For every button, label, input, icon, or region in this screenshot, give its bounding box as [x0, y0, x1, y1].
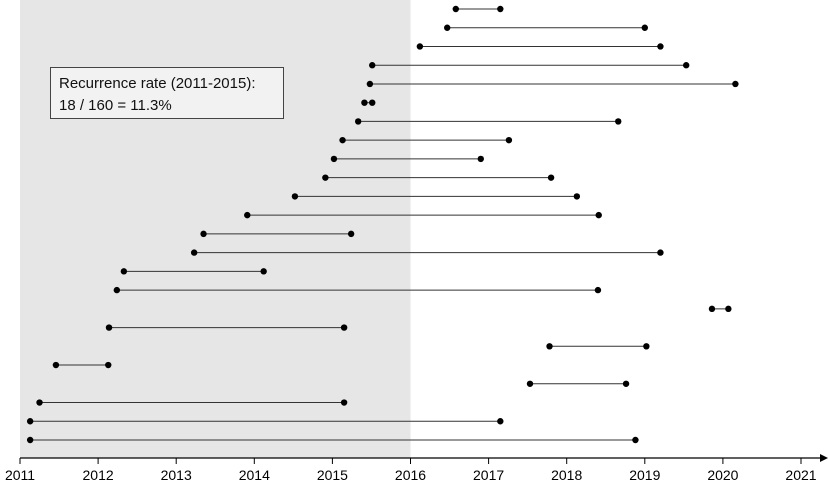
x-tick-label-2016: 2016	[395, 467, 426, 483]
recurrence-rate-annotation: Recurrence rate (2011-2015): 18 / 160 = …	[50, 67, 284, 119]
segments-layer	[26, 5, 739, 444]
segment-end-point	[622, 380, 630, 387]
segment-start-point	[366, 80, 374, 88]
segment-4	[369, 62, 690, 69]
x-tick-label-2019: 2019	[629, 467, 660, 483]
segment-end-point	[657, 249, 664, 256]
segment-start-point	[369, 62, 376, 69]
segment-5	[366, 80, 739, 88]
x-tick-label-2018: 2018	[551, 467, 582, 483]
segment-start-point	[708, 305, 716, 313]
segment-end-point	[632, 436, 639, 444]
segment-end-point	[615, 118, 622, 125]
segment-start-point	[26, 418, 34, 425]
segment-10	[322, 174, 555, 181]
segment-start-point	[416, 43, 424, 50]
x-tick-label-2014: 2014	[239, 467, 270, 483]
segment-start-point	[105, 324, 113, 331]
segment-start-point	[113, 286, 121, 294]
segment-24	[26, 436, 639, 444]
segment-9	[330, 155, 484, 163]
segment-end-point	[547, 174, 555, 181]
segment-12	[244, 211, 602, 219]
segment-end-point	[732, 80, 739, 88]
segment-end-point	[260, 268, 267, 275]
segment-end-point	[369, 99, 376, 106]
segment-end-point	[477, 155, 484, 163]
segment-22	[36, 399, 348, 406]
segment-start-point	[354, 118, 362, 125]
annotation-line-1: Recurrence rate (2011-2015):	[59, 75, 256, 92]
segment-end-point	[497, 5, 504, 13]
segment-15	[120, 268, 267, 275]
segment-start-point	[546, 343, 553, 350]
segment-start-point	[200, 230, 207, 238]
segment-6	[361, 99, 376, 106]
segment-start-point	[526, 380, 534, 387]
segment-end-point	[497, 418, 504, 425]
segment-start-point	[291, 193, 299, 200]
segment-17	[708, 305, 732, 313]
segment-end-point	[641, 24, 648, 31]
segment-start-point	[339, 136, 346, 144]
segment-start-point	[36, 399, 43, 406]
segment-11	[291, 193, 581, 200]
segment-14	[190, 249, 664, 256]
segment-end-point	[643, 343, 650, 350]
segment-start-point	[52, 361, 60, 369]
annotation-line-2: 18 / 160 = 11.3%	[59, 97, 172, 114]
segment-end-point	[340, 399, 348, 406]
x-tick-label-2013: 2013	[161, 467, 192, 483]
segment-end-point	[725, 305, 732, 313]
segment-start-point	[452, 5, 459, 13]
segment-start-point	[190, 249, 198, 256]
segment-start-point	[330, 155, 338, 163]
segment-end-point	[682, 62, 690, 69]
segment-start-point	[26, 436, 34, 444]
segment-3	[416, 43, 664, 50]
segment-13	[200, 230, 355, 238]
x-tick-label-2017: 2017	[473, 467, 504, 483]
segment-23	[26, 418, 504, 425]
segment-start-point	[361, 99, 368, 106]
x-tick-label-2021: 2021	[785, 467, 816, 483]
segment-end-point	[505, 136, 513, 144]
segment-start-point	[444, 24, 451, 31]
segment-end-point	[594, 286, 602, 294]
segment-19	[546, 343, 650, 350]
segment-end-point	[347, 230, 355, 238]
segment-8	[339, 136, 513, 144]
x-axis: 2011 2012 2013 2014 2015 2016 2017 2018 2019 2020…	[5, 454, 828, 483]
segment-20	[52, 361, 112, 369]
segment-21	[526, 380, 630, 387]
segment-end-point	[595, 211, 602, 219]
segment-end-point	[105, 361, 112, 369]
segment-start-point	[244, 211, 251, 219]
x-tick-label-2020: 2020	[707, 467, 738, 483]
x-tick-label-2015: 2015	[317, 467, 348, 483]
x-axis-arrow	[820, 454, 828, 462]
segment-end-point	[340, 324, 348, 331]
segment-start-point	[322, 174, 329, 181]
x-tick-label-2011: 2011	[5, 467, 35, 483]
x-tick-label-2012: 2012	[83, 467, 114, 483]
segment-16	[113, 286, 602, 294]
segment-start-point	[120, 268, 128, 275]
segment-end-point	[657, 43, 664, 50]
segment-end-point	[573, 193, 581, 200]
segment-2	[444, 24, 648, 31]
segment-18	[105, 324, 348, 331]
segment-7	[354, 118, 622, 125]
segment-1	[452, 5, 504, 13]
